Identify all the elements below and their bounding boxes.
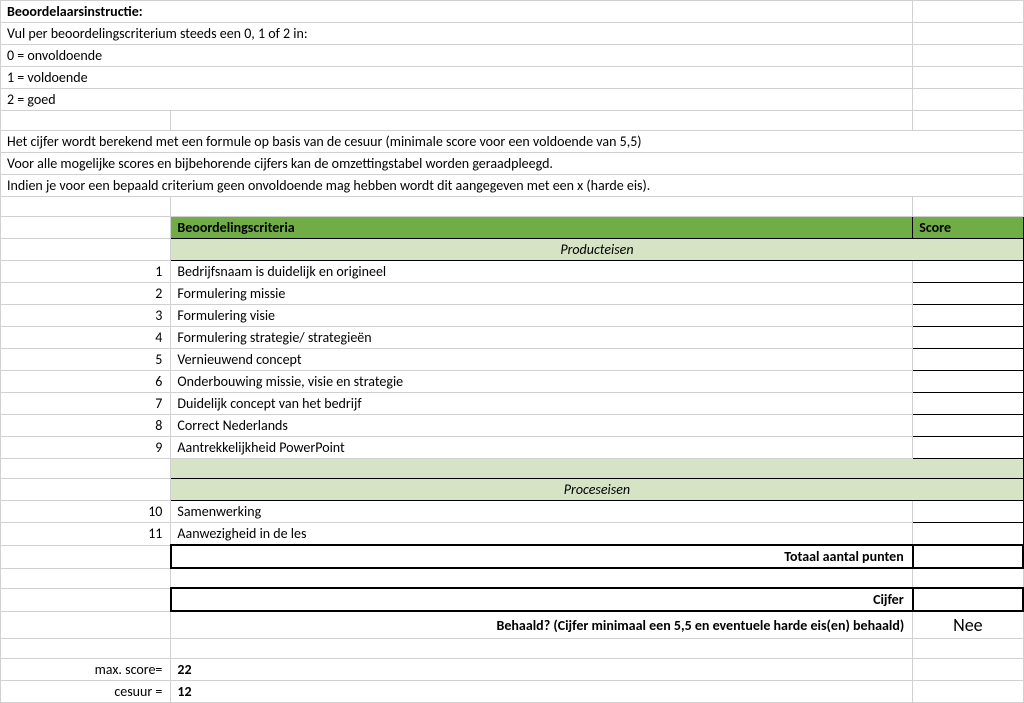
header-criteria: Beoordelingscriteria [171,217,913,239]
score-input[interactable] [913,371,1023,393]
criteria-num: 5 [1,349,171,371]
empty-cell [1,639,171,659]
criteria-text: Aantrekkelijkheid PowerPoint [171,437,913,459]
criteria-text: Onderbouwing missie, visie en strategie [171,371,913,393]
criteria-num: 4 [1,327,171,349]
criteria-num: 3 [1,305,171,327]
behaald-label: Behaald? (Cijfer minimaal een 5,5 en eve… [171,611,913,639]
empty-cell [913,23,1023,45]
total-value [913,545,1023,568]
criteria-text: Correct Nederlands [171,415,913,437]
behaald-value: Nee [913,611,1023,639]
total-label: Totaal aantal punten [171,545,913,568]
criteria-num: 9 [1,437,171,459]
empty-cell [1,239,171,261]
note-1: Het cijfer wordt berekend met een formul… [1,131,1024,153]
empty-cell [1,111,171,131]
empty-cell [913,681,1023,703]
note-2: Voor alle mogelijke scores en bijbehoren… [1,153,1024,175]
instructions-title: Beoordelaarsinstructie: [1,1,913,23]
empty-cell [171,568,913,588]
score-input[interactable] [913,393,1023,415]
criteria-num: 1 [1,261,171,283]
empty-cell [913,1,1023,23]
score-input[interactable] [913,523,1023,546]
section-producteisen: Producteisen [171,239,1023,261]
score-input[interactable] [913,501,1023,523]
scale-1: 1 = voldoende [1,67,913,89]
empty-cell [1,479,171,501]
empty-cell [913,639,1023,659]
criteria-num: 7 [1,393,171,415]
header-score: Score [913,217,1023,239]
max-score-value: 22 [171,659,913,681]
empty-cell [913,45,1023,67]
criteria-text: Vernieuwend concept [171,349,913,371]
empty-cell [1,197,171,217]
max-score-label: max. score= [1,659,171,681]
criteria-text: Formulering strategie/ strategieën [171,327,913,349]
empty-cell [171,197,913,217]
score-input[interactable] [913,261,1023,283]
empty-cell [913,197,1023,217]
empty-cell [1,217,171,239]
score-input[interactable] [913,283,1023,305]
spreadsheet: Beoordelaarsinstructie: Vul per beoordel… [0,0,1024,703]
criteria-num: 11 [1,523,171,546]
empty-cell [913,568,1023,588]
spacer-green [171,459,1023,479]
score-input[interactable] [913,349,1023,371]
scale-2: 2 = goed [1,89,913,111]
score-input[interactable] [913,327,1023,349]
empty-cell [913,67,1023,89]
criteria-num: 2 [1,283,171,305]
cijfer-label: Cijfer [171,588,913,611]
cijfer-value [913,588,1023,611]
criteria-text: Formulering missie [171,283,913,305]
criteria-text: Bedrijfsnaam is duidelijk en origineel [171,261,913,283]
cesuur-value: 12 [171,681,913,703]
criteria-text: Samenwerking [171,501,913,523]
empty-cell [171,111,913,131]
instructions-line: Vul per beoordelingscriterium steeds een… [1,23,913,45]
cesuur-label: cesuur = [1,681,171,703]
empty-cell [171,639,913,659]
grid-table: Beoordelaarsinstructie: Vul per beoordel… [0,0,1024,703]
section-proceseisen: Proceseisen [171,479,1023,501]
empty-cell [1,568,171,588]
empty-cell [913,111,1023,131]
score-input[interactable] [913,415,1023,437]
criteria-num: 8 [1,415,171,437]
note-3: Indien je voor een bepaald criterium gee… [1,175,1024,197]
empty-cell [1,459,171,479]
criteria-num: 6 [1,371,171,393]
empty-cell [913,89,1023,111]
empty-cell [913,659,1023,681]
empty-cell [1,588,171,611]
score-input[interactable] [913,437,1023,459]
empty-cell [1,611,171,639]
criteria-num: 10 [1,501,171,523]
criteria-text: Aanwezigheid in de les [171,523,913,546]
criteria-text: Duidelijk concept van het bedrijf [171,393,913,415]
empty-cell [1,545,171,568]
score-input[interactable] [913,305,1023,327]
criteria-text: Formulering visie [171,305,913,327]
scale-0: 0 = onvoldoende [1,45,913,67]
